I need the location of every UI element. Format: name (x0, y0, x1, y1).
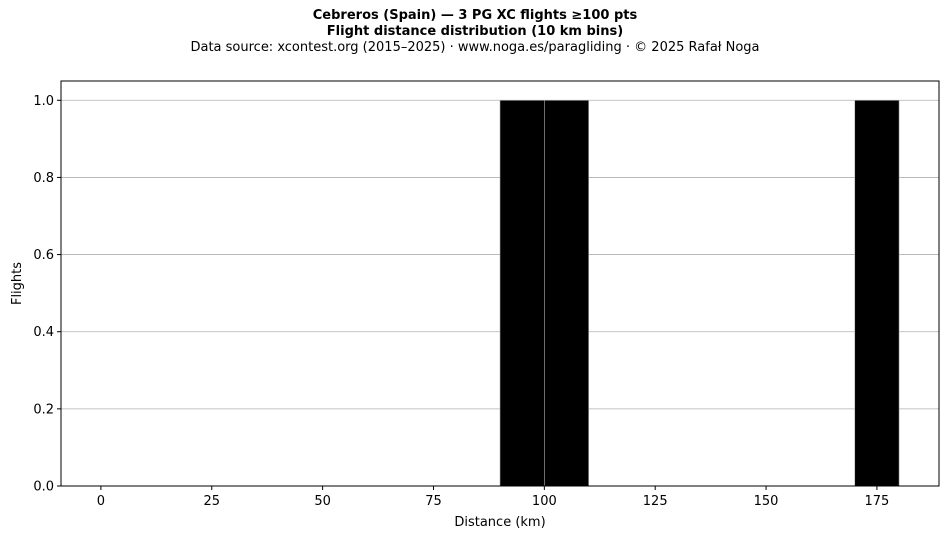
x-tick-label: 75 (425, 494, 442, 509)
histogram-bar (544, 99, 589, 487)
histogram-bar (499, 99, 545, 487)
chart-subtitle: Flight distance distribution (10 km bins… (326, 24, 624, 39)
y-axis-label: Flights (10, 262, 25, 305)
x-tick-label: 175 (865, 494, 890, 509)
y-tick-label: 0.8 (33, 171, 54, 186)
plot-frame (60, 80, 940, 487)
chart-titles: Cebreros (Spain) — 3 PG XC flights ≥100 … (0, 0, 950, 56)
x-tick-label: 50 (314, 494, 331, 509)
y-tick-label: 0.0 (33, 480, 54, 495)
x-tick-label: 125 (643, 494, 668, 509)
y-tick-label: 0.6 (33, 248, 54, 263)
x-tick-label: 0 (97, 494, 105, 509)
x-tick-label: 25 (203, 494, 220, 509)
y-axis-ticks: 0.0 0.2 0.4 0.6 0.8 1.0 (33, 94, 61, 495)
histogram-bar (854, 99, 900, 487)
x-tick-label: 100 (532, 494, 557, 509)
chart-title: Cebreros (Spain) — 3 PG XC flights ≥100 … (312, 8, 638, 23)
chart-source: Data source: xcontest.org (2015–2025) · … (190, 40, 760, 55)
y-tick-label: 0.2 (33, 402, 54, 417)
y-tick-label: 1.0 (33, 94, 54, 109)
y-tick-label: 0.4 (33, 325, 54, 340)
x-axis-label: Distance (km) (454, 515, 545, 530)
histogram-bars (499, 99, 900, 487)
x-tick-label: 150 (754, 494, 779, 509)
x-axis-ticks: 0 25 50 75 100 125 150 175 (97, 486, 890, 509)
